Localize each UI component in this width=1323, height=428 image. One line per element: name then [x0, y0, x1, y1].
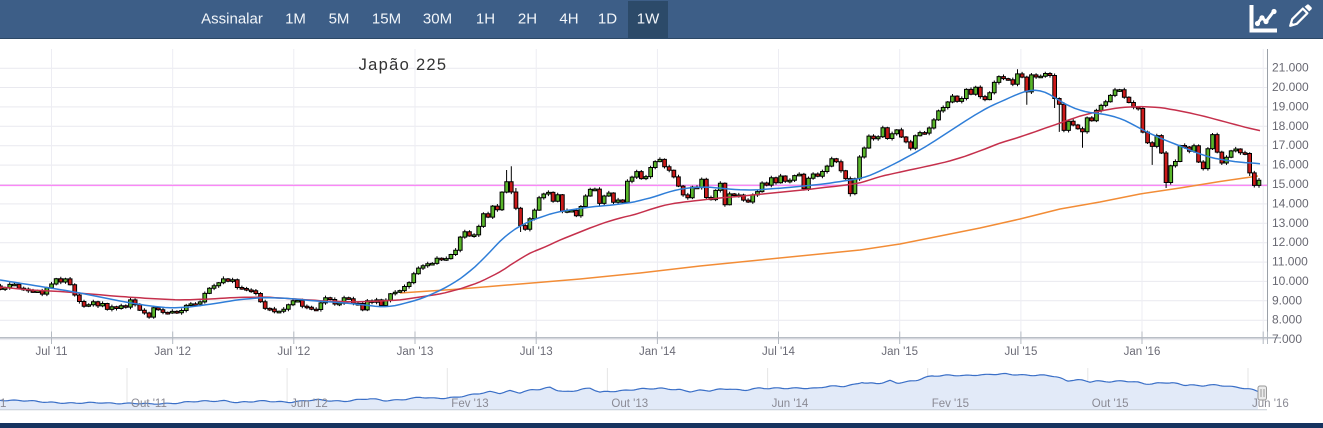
svg-text:Jan '14: Jan '14: [639, 346, 676, 358]
svg-text:Jun '14: Jun '14: [772, 398, 809, 410]
svg-text:Jul '14: Jul '14: [762, 346, 795, 358]
svg-text:Jun '12: Jun '12: [291, 398, 328, 410]
svg-text:8.000: 8.000: [1272, 313, 1302, 327]
svg-text:Jun '16: Jun '16: [1252, 398, 1289, 410]
svg-text:7.000: 7.000: [1272, 332, 1302, 346]
svg-text:Jan '16: Jan '16: [1124, 346, 1161, 358]
svg-text:16.000: 16.000: [1272, 158, 1309, 172]
svg-text:10.000: 10.000: [1272, 274, 1309, 288]
svg-text:Jul '15: Jul '15: [1004, 346, 1037, 358]
svg-text:19.000: 19.000: [1272, 99, 1309, 113]
svg-text:21.000: 21.000: [1272, 61, 1309, 75]
svg-text:Jul '13: Jul '13: [520, 346, 553, 358]
svg-text:14.000: 14.000: [1272, 196, 1309, 210]
svg-text:9.000: 9.000: [1272, 293, 1302, 307]
svg-text:Jan '15: Jan '15: [881, 346, 918, 358]
svg-text:Out '11: Out '11: [131, 398, 167, 410]
svg-text:Out '15: Out '15: [1092, 398, 1129, 410]
svg-text:Out '13: Out '13: [611, 398, 648, 410]
svg-text:Fev '15: Fev '15: [932, 398, 969, 410]
svg-text:11.000: 11.000: [1272, 255, 1308, 269]
svg-text:20.000: 20.000: [1272, 80, 1309, 94]
svg-text:17.000: 17.000: [1272, 138, 1309, 152]
svg-text:18.000: 18.000: [1272, 119, 1309, 133]
svg-text:15.000: 15.000: [1272, 177, 1309, 191]
svg-text:12.000: 12.000: [1272, 235, 1309, 249]
svg-text:Fev '13: Fev '13: [451, 398, 488, 410]
svg-text:Jan '12: Jan '12: [154, 346, 191, 358]
svg-text:13.000: 13.000: [1272, 216, 1309, 230]
svg-text:Japão 225: Japão 225: [359, 56, 448, 74]
svg-text:1: 1: [0, 398, 6, 410]
svg-text:Jul '12: Jul '12: [277, 346, 310, 358]
svg-text:Jul '11: Jul '11: [35, 346, 67, 358]
svg-text:Jan '13: Jan '13: [397, 346, 434, 358]
